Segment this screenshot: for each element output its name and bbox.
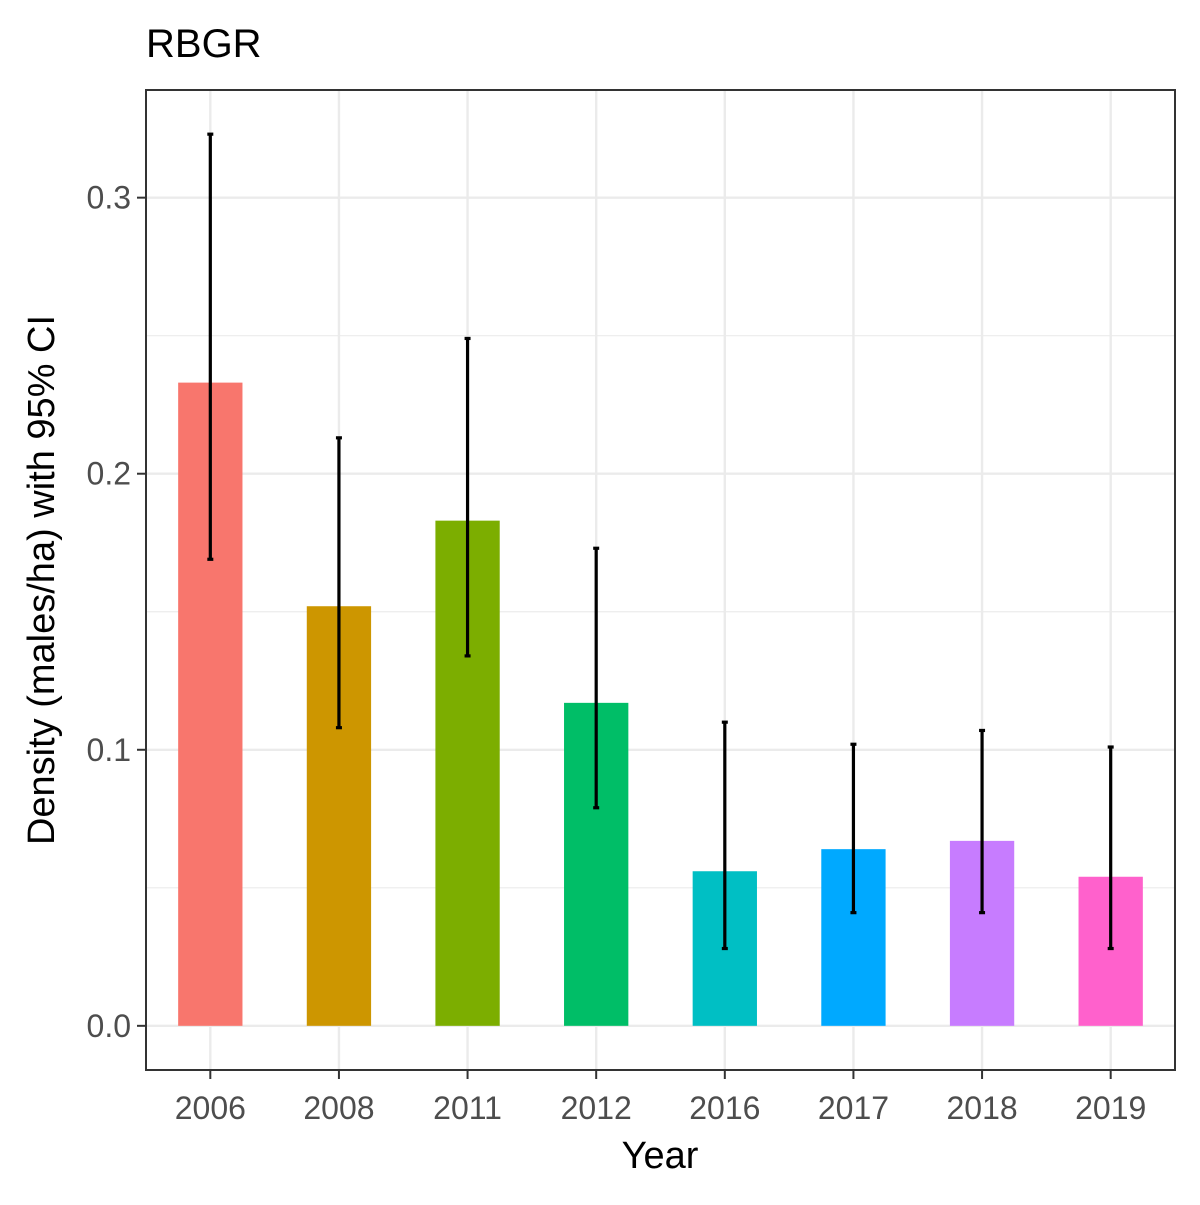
x-tick-label: 2011	[433, 1090, 502, 1126]
grid	[146, 90, 1175, 1070]
x-tick-label: 2019	[1075, 1090, 1146, 1126]
x-axis-title: Year	[622, 1135, 699, 1177]
y-tick-label: 0.0	[87, 1008, 131, 1044]
y-tick-label: 0.3	[87, 180, 131, 216]
x-tick-label: 2006	[175, 1090, 246, 1126]
x-tick-label: 2018	[946, 1090, 1017, 1126]
y-axis: 0.0 0.1 0.2 0.3	[87, 180, 146, 1044]
bars	[178, 382, 1143, 1026]
plot-panel-border	[145, 89, 1176, 1071]
error-bars	[207, 132, 1114, 951]
x-tick-label: 2016	[689, 1090, 760, 1126]
chart-title: RBGR	[146, 22, 262, 66]
x-tick-label: 2012	[561, 1090, 632, 1126]
x-axis: 2006 2008 2011 2012 2016 2017 2018 2019	[175, 1070, 1146, 1126]
x-tick-label: 2008	[303, 1090, 374, 1126]
y-tick-label: 0.2	[87, 456, 131, 492]
y-tick-label: 0.1	[87, 732, 131, 768]
y-axis-title: Density (males/ha) with 95% CI	[21, 315, 63, 845]
x-tick-label: 2017	[818, 1090, 889, 1126]
